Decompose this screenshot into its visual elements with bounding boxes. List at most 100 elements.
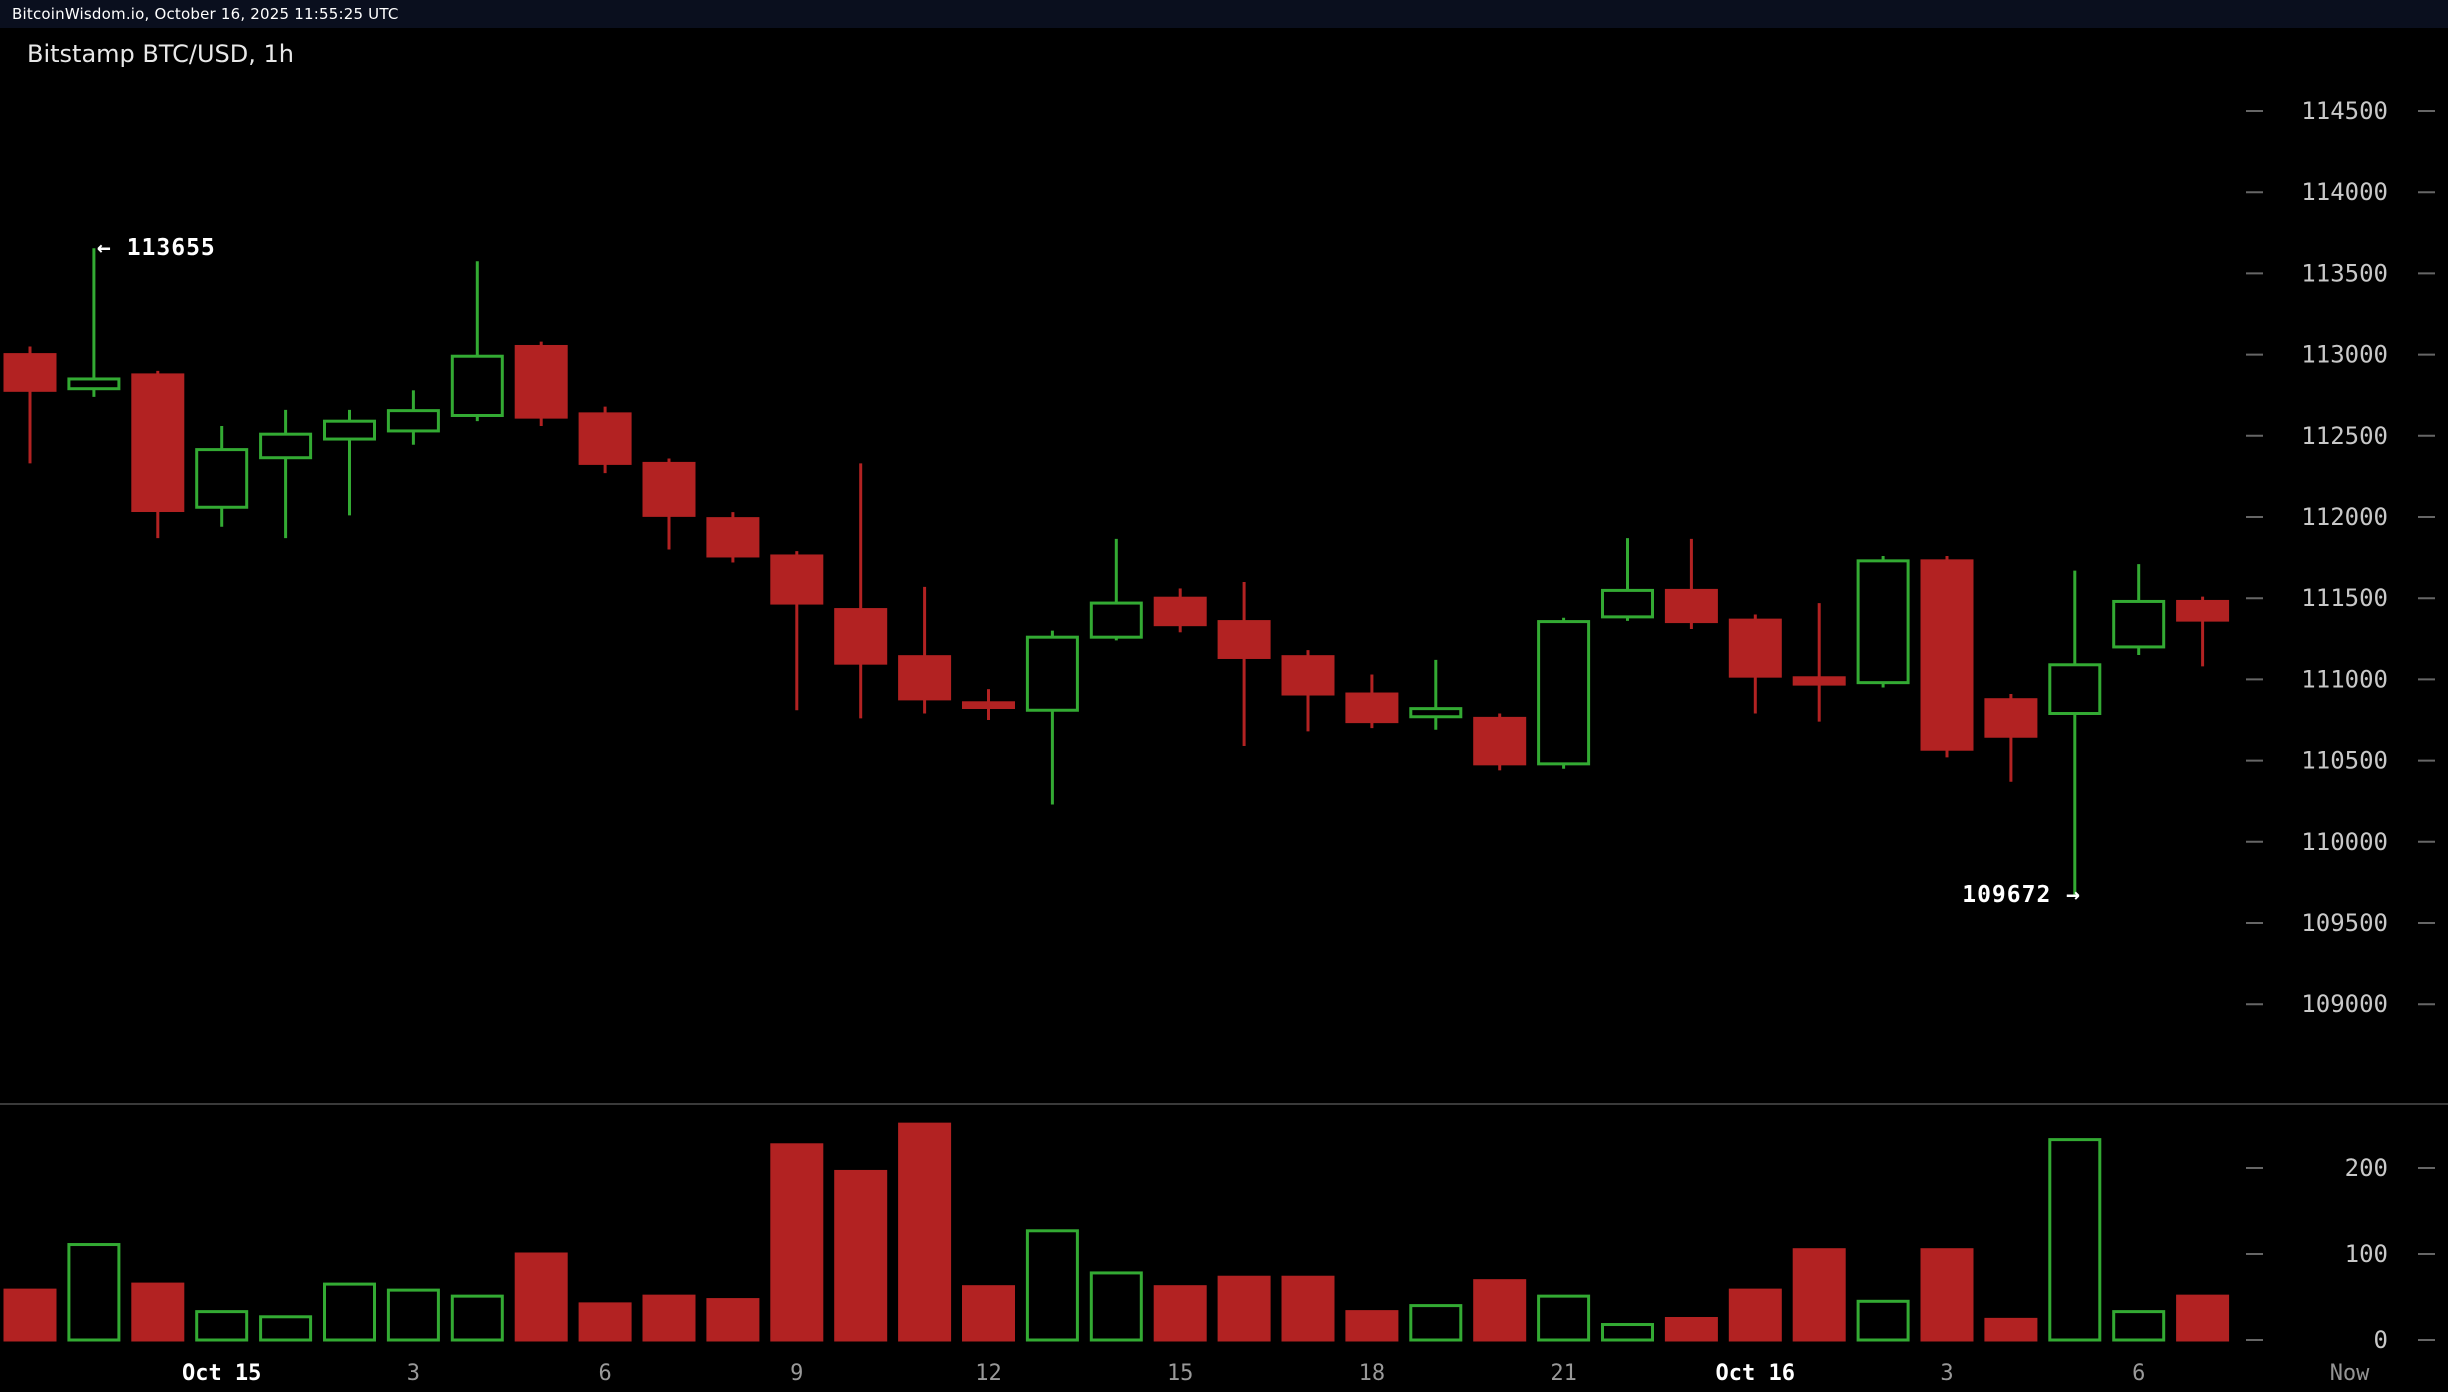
volume-bar <box>1025 1229 1079 1342</box>
volume-bar <box>706 1298 760 1342</box>
candle <box>1217 581 1271 746</box>
candle <box>834 463 888 719</box>
price-axis-label: 113000 <box>2301 341 2388 369</box>
candle-body <box>3 353 57 392</box>
candle <box>1473 713 1527 771</box>
candle <box>1601 538 1654 621</box>
high-price-annotation: ← 113655 <box>97 235 216 261</box>
candle-body <box>1153 596 1207 627</box>
candle <box>2112 564 2166 656</box>
candle <box>1025 630 1079 805</box>
candle-body <box>1537 620 1591 766</box>
chart-title: Bitstamp BTC/USD, 1h <box>27 40 294 68</box>
candle-body <box>1728 618 1782 678</box>
time-axis-label: 6 <box>2132 1361 2145 1386</box>
price-axis-label: 109500 <box>2301 909 2388 937</box>
volume-axis-label: 100 <box>2345 1240 2388 1268</box>
time-axis-label: 3 <box>1940 1361 1953 1386</box>
candle <box>1153 588 1207 633</box>
candle <box>898 586 952 714</box>
candle <box>1664 538 1718 630</box>
candle-body <box>1217 620 1271 659</box>
volume-bar <box>2176 1294 2230 1342</box>
volume-bar <box>834 1169 888 1342</box>
candle <box>259 409 313 539</box>
price-axis-label: 114000 <box>2301 178 2388 206</box>
price-axis-label: 110000 <box>2301 828 2388 856</box>
time-axis-label: Oct 16 <box>1716 1361 1795 1386</box>
volume-bar <box>1984 1317 2038 1342</box>
volume-axis-label: 200 <box>2345 1154 2388 1182</box>
volume-bar <box>1345 1310 1399 1342</box>
candle-body <box>962 701 1015 709</box>
status-bar: BitcoinWisdom.io, October 16, 2025 11:55… <box>0 0 2448 28</box>
candle-body <box>1984 698 2038 738</box>
price-axis-label: 112000 <box>2301 503 2388 531</box>
time-axis-label: Now <box>2330 1361 2370 1386</box>
volume-bar <box>1920 1248 1974 1342</box>
volume-bar <box>1537 1294 1591 1342</box>
volume-bar <box>1728 1288 1782 1342</box>
candle-body <box>1409 707 1463 719</box>
time-axis-label: 6 <box>598 1361 611 1386</box>
volume-bar <box>2048 1138 2102 1342</box>
volume-bar <box>1856 1299 1910 1342</box>
volume-bar <box>67 1243 121 1342</box>
candle <box>386 390 440 445</box>
candle-body <box>2112 599 2166 649</box>
volume-bar <box>1089 1271 1143 1342</box>
candle <box>1856 555 1910 688</box>
candle-body <box>386 409 440 433</box>
price-axis-label: 112500 <box>2301 422 2388 450</box>
time-axis-label: 18 <box>1359 1361 1386 1386</box>
candle <box>3 346 57 464</box>
candle-body <box>642 461 696 517</box>
price-axis-label: 111000 <box>2301 665 2388 693</box>
price-axis-label: 110500 <box>2301 747 2388 775</box>
volume-bar <box>3 1288 57 1342</box>
candle-body <box>259 432 313 460</box>
price-axis-label: 114500 <box>2301 97 2388 125</box>
volume-bar <box>323 1282 376 1342</box>
candle <box>1409 659 1463 730</box>
volume-bar <box>578 1302 632 1342</box>
volume-bar <box>1409 1304 1463 1342</box>
volume-bar <box>2112 1310 2166 1342</box>
volume-bar <box>259 1315 313 1342</box>
time-axis-label: 3 <box>407 1361 420 1386</box>
candle <box>195 426 249 527</box>
candle <box>1984 694 2038 782</box>
price-axis-label: 113500 <box>2301 259 2388 287</box>
candle-body <box>1025 635 1079 712</box>
volume-bar <box>195 1310 249 1342</box>
candle <box>1089 538 1143 641</box>
candle-body <box>578 412 632 465</box>
candle-body <box>706 517 760 558</box>
time-axis-label: Oct 15 <box>182 1361 261 1386</box>
candle <box>450 261 504 422</box>
candle <box>1792 603 1846 722</box>
candle-body <box>898 655 952 701</box>
candle-body <box>323 419 376 441</box>
candle-body <box>1345 692 1399 724</box>
volume-bar <box>898 1122 952 1342</box>
candle <box>2176 596 2230 667</box>
candle-body <box>450 354 504 417</box>
candle-body <box>131 373 185 513</box>
candle <box>706 512 760 563</box>
candle-body <box>67 377 121 391</box>
time-axis-label: 9 <box>790 1361 803 1386</box>
price-axis-label: 109000 <box>2301 990 2388 1018</box>
low-price-annotation: 109672 → <box>1962 882 2081 908</box>
candle-body <box>2176 599 2230 622</box>
candle-body <box>1856 559 1910 685</box>
volume-bar <box>450 1294 504 1342</box>
volume-bar <box>386 1288 440 1342</box>
volume-bar <box>1601 1323 1654 1342</box>
candle-body <box>834 608 888 665</box>
candle-body <box>514 344 568 419</box>
time-axis-label: 21 <box>1550 1361 1577 1386</box>
time-axis-label: 12 <box>975 1361 1002 1386</box>
candle <box>2048 570 2102 896</box>
